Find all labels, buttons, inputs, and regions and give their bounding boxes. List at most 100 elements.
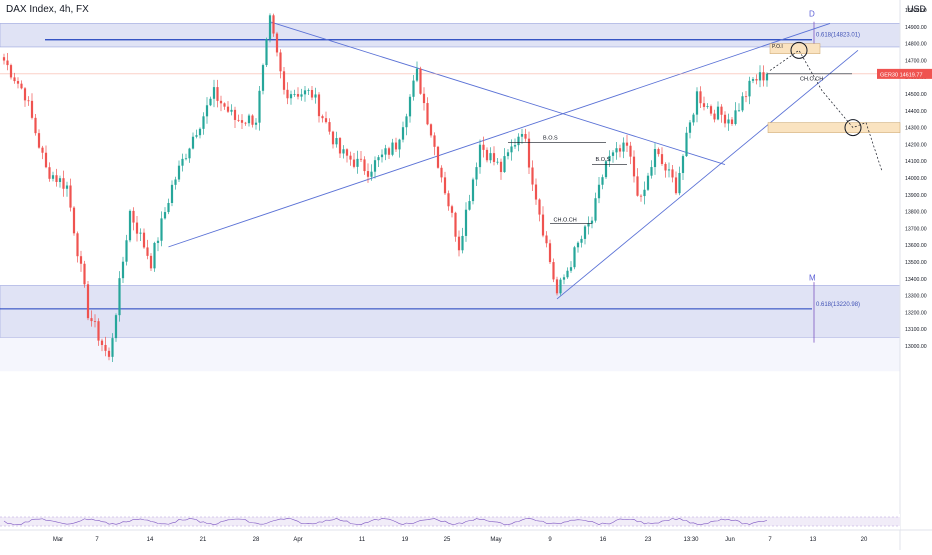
- candle-body: [587, 223, 590, 227]
- candle-body: [181, 158, 184, 166]
- candle-body: [41, 147, 44, 153]
- candle-body: [478, 144, 482, 168]
- y-tick-label: 13500.00: [905, 260, 927, 266]
- candle-body: [527, 138, 531, 168]
- candle-body: [37, 133, 41, 148]
- candle-body: [583, 226, 587, 239]
- candle-body: [307, 89, 310, 91]
- candle-body: [548, 243, 552, 263]
- candle-body: [90, 318, 93, 322]
- candle-body: [310, 89, 314, 98]
- candle-body: [9, 65, 13, 78]
- candle-body: [401, 127, 405, 140]
- candle-body: [177, 165, 181, 180]
- candle-body: [541, 214, 545, 236]
- candle-body: [762, 72, 765, 81]
- price-tag: [877, 68, 932, 79]
- y-tick-label: 14000.00: [905, 176, 927, 182]
- candle-body: [440, 167, 443, 178]
- candle-body: [699, 91, 702, 104]
- candle-body: [345, 149, 349, 156]
- x-tick-label: 21: [200, 537, 207, 543]
- candle-body: [706, 106, 709, 107]
- candle-body: [716, 106, 720, 120]
- candle-body: [513, 145, 517, 147]
- candle-body: [132, 210, 135, 223]
- candle-body: [412, 80, 415, 97]
- candle-body: [240, 120, 244, 123]
- x-tick-label: May: [490, 537, 501, 543]
- candle-body: [300, 94, 303, 97]
- candle-body: [447, 193, 450, 207]
- candle-body: [69, 185, 72, 208]
- candle-body: [622, 142, 625, 152]
- candle-body: [146, 247, 149, 256]
- poi-label: P.O.I: [772, 44, 783, 50]
- y-tick-label: 13200.00: [905, 310, 927, 316]
- candle-body: [594, 198, 597, 221]
- candle-body: [475, 167, 478, 180]
- fib-label-upper: 0.618(14823.01): [816, 33, 860, 39]
- candle-body: [275, 33, 279, 53]
- candle-body: [590, 220, 594, 224]
- candle-body: [755, 79, 758, 81]
- candle-body: [678, 172, 681, 194]
- candle-body: [373, 160, 377, 172]
- candle-body: [639, 195, 643, 197]
- candle-body: [433, 135, 436, 147]
- candle-body: [737, 110, 741, 112]
- projection-path: [769, 49, 883, 172]
- x-tick-label: 25: [444, 537, 451, 543]
- candle-body: [545, 235, 548, 244]
- candle-body: [611, 152, 615, 156]
- price-axis-bg: [900, 0, 932, 550]
- candle-body: [408, 96, 412, 117]
- trendline-support: [556, 49, 859, 300]
- candle-body: [188, 148, 191, 159]
- zone-fade: [0, 337, 900, 372]
- target-box: [767, 122, 901, 133]
- y-tick-label: 14100.00: [905, 159, 927, 165]
- candle-body: [555, 279, 559, 294]
- candle-body: [55, 175, 58, 183]
- y-tick-label: 13300.00: [905, 294, 927, 300]
- x-tick-label: 20: [861, 537, 868, 543]
- candle-body: [212, 87, 216, 99]
- candle-body: [377, 157, 380, 161]
- candle-body: [713, 113, 716, 120]
- candle-body: [48, 167, 51, 179]
- candle-body: [135, 222, 139, 234]
- candle-body: [625, 142, 629, 146]
- candle-body: [321, 116, 324, 119]
- label-m: M: [809, 273, 816, 282]
- candle-body: [247, 115, 251, 124]
- candle-body: [660, 154, 664, 164]
- candle-body: [492, 153, 496, 162]
- candle-body: [688, 122, 692, 133]
- candle-body: [664, 163, 667, 171]
- candle-body: [450, 206, 454, 213]
- candle-body: [282, 71, 286, 90]
- y-tick-label: 13900.00: [905, 193, 927, 199]
- candle-body: [468, 201, 471, 210]
- candle-body: [618, 148, 622, 152]
- candle-body: [261, 65, 265, 91]
- candle-body: [552, 262, 555, 280]
- candle-body: [114, 315, 118, 339]
- x-tick-label: 14: [147, 537, 154, 543]
- candle-body: [608, 155, 611, 162]
- candle-body: [405, 116, 408, 128]
- candle-body: [335, 138, 338, 145]
- candle-body: [156, 240, 160, 243]
- candle-body: [695, 91, 699, 115]
- candle-body: [230, 109, 233, 112]
- candle-body: [674, 177, 678, 194]
- candle-body: [2, 57, 6, 61]
- candle-body: [6, 60, 9, 66]
- candle-body: [482, 144, 485, 150]
- y-tick-label: 13100.00: [905, 327, 927, 333]
- candle-body: [692, 114, 695, 123]
- x-tick-label: 23: [645, 537, 652, 543]
